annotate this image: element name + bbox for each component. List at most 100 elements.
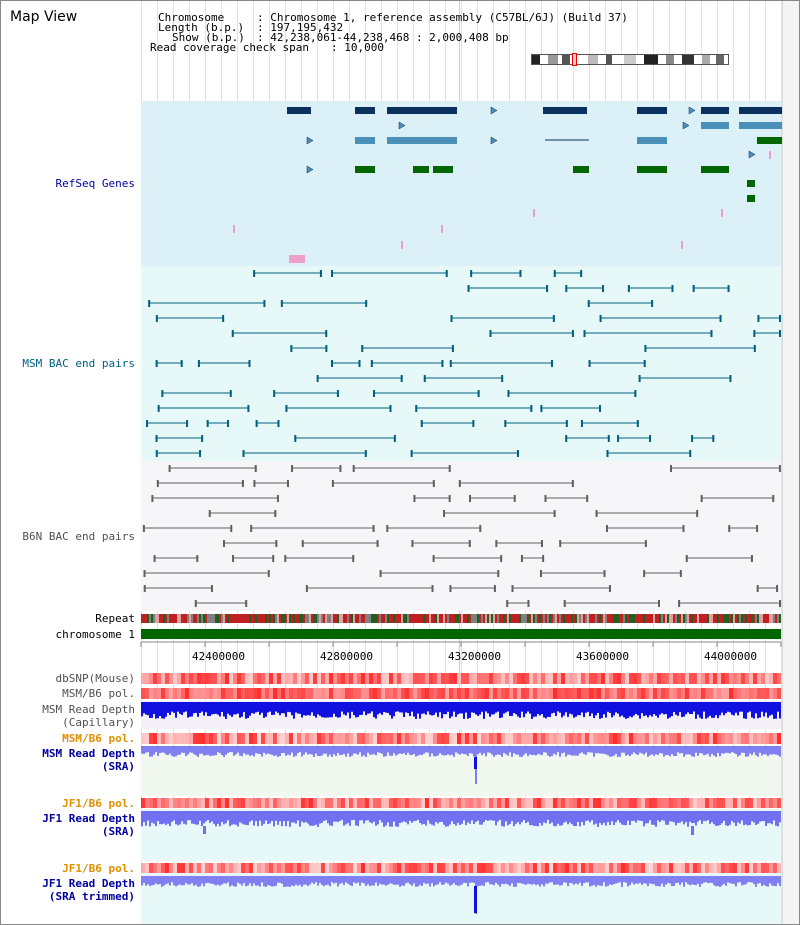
jf1-pol-2-density-cell <box>445 863 449 873</box>
jf1-pol-2-density-cell <box>721 863 725 873</box>
repeat-element <box>289 614 291 623</box>
jf1-trim-depth-bar <box>495 876 497 883</box>
jf1-pol-2-density-cell <box>617 863 621 873</box>
msm-capillary-depth-bar <box>471 702 473 713</box>
chromosome-ideogram[interactable] <box>531 54 729 65</box>
jf1-pol-density-cell <box>341 798 345 808</box>
msm-depth-sra-label-1[interactable]: MSM Read Depth <box>42 747 135 760</box>
msm-sra-depth-bar <box>777 746 779 756</box>
dbsnp-density-cell <box>645 673 649 684</box>
jf1-trim-depth-bar <box>711 876 713 883</box>
jf1-trim-depth-bar <box>149 876 151 887</box>
repeat-element <box>209 614 211 623</box>
jf1-pol-2-track-label[interactable]: JF1/B6 pol. <box>62 862 135 875</box>
repeat-element <box>419 614 421 623</box>
jf1-sra-depth-bar <box>159 811 161 825</box>
msm-bac-track-label[interactable]: MSM BAC end pairs <box>22 357 135 370</box>
jf1-trim-depth-bar <box>727 876 729 883</box>
repeat-element <box>475 614 477 623</box>
msm-sra-depth-bar <box>171 746 173 757</box>
jf1-trim-depth-bar <box>775 876 777 887</box>
jf1-pol-2-density-cell <box>301 863 305 873</box>
msm-pol-2-density-cell <box>529 733 533 744</box>
msm-sra-depth-bar <box>389 746 391 756</box>
msm-pol-density-cell <box>765 688 769 699</box>
msm-pol-2-density-cell <box>757 733 761 744</box>
jf1-pol-2-density-cell <box>153 863 157 873</box>
jf1-trim-depth-bar <box>461 876 463 885</box>
jf1-trim-depth-bar <box>595 876 597 887</box>
msm-capillary-depth-bar <box>509 702 511 716</box>
jf1-trim-depth-bar <box>519 876 521 884</box>
jf1-sra-depth-bar <box>175 811 177 825</box>
jf1-trim-depth-bar <box>251 876 253 887</box>
msm-bac-pair-end <box>587 300 590 307</box>
msm-capillary-depth-bar <box>309 702 311 716</box>
msm-capillary-depth-bar <box>185 702 187 712</box>
refseq-track-label[interactable]: RefSeq Genes <box>55 177 135 190</box>
msm-sra-depth-bar <box>397 746 399 755</box>
repeat-element <box>237 614 239 623</box>
msm-pol-2-track-label[interactable]: MSM/B6 pol. <box>62 732 135 745</box>
msm-pol-density-cell <box>385 688 389 699</box>
b6n-bac-pair-end <box>728 525 731 532</box>
msm-pol-density-cell <box>661 688 665 699</box>
msm-capillary-depth-bar <box>579 702 581 716</box>
msm-sra-depth-bar <box>227 746 229 753</box>
jf1-sra-depth-bar <box>209 811 211 823</box>
msm-depth-cap-label-1[interactable]: MSM Read Depth <box>42 703 135 716</box>
dbsnp-density-cell <box>169 673 173 684</box>
repeat-element <box>497 614 499 623</box>
msm-bac-pair-end <box>248 360 251 367</box>
jf1-pol-2-density-cell <box>521 863 525 873</box>
msm-pol-track-label[interactable]: MSM/B6 pol. <box>62 687 135 700</box>
msm-pol-2-density-cell <box>597 733 601 744</box>
msm-sra-depth-bar <box>691 746 693 757</box>
dbsnp-density-cell <box>685 673 689 684</box>
msm-bac-pair-end <box>229 390 232 397</box>
jf1-depth-label-1[interactable]: JF1 Read Depth <box>42 812 135 825</box>
msm-pol-density-cell <box>401 688 405 699</box>
jf1-pol-density-cell <box>141 798 145 808</box>
repeat-element <box>693 614 695 623</box>
jf1-pol-2-density-cell <box>197 863 201 873</box>
repeat-element <box>525 614 527 623</box>
repeat-element <box>667 614 669 623</box>
repeat-element <box>343 614 345 623</box>
jf1-sra-depth-bar <box>143 811 145 823</box>
jf1-pol-track-label[interactable]: JF1/B6 pol. <box>62 797 135 810</box>
msm-capillary-depth-bar <box>157 702 159 719</box>
repeat-element <box>381 614 383 623</box>
jf1-sra-depth-bar <box>523 811 525 820</box>
dbsnp-density-cell <box>709 673 713 684</box>
dbsnp-track-label[interactable]: dbSNP(Mouse) <box>55 672 135 685</box>
msm-pol-2-density-cell <box>689 733 693 744</box>
b6n-bac-pair-end <box>657 600 660 607</box>
refseq-mrna-mark <box>533 209 535 217</box>
repeat-element <box>517 614 519 623</box>
repeat-element <box>241 614 243 623</box>
vertical-scrollbar[interactable] <box>782 1 799 924</box>
b6n-bac-pair-end <box>756 585 759 592</box>
jf1-pol-2-density-cell <box>629 863 633 873</box>
jf1-pol-2-density-cell <box>709 863 713 873</box>
gene-strand-arrow <box>688 106 696 115</box>
repeat-element <box>711 614 713 623</box>
jf1-trim-depth-bar <box>229 876 231 887</box>
msm-capillary-depth-bar <box>741 702 743 712</box>
b6n-bac-track-label[interactable]: B6N BAC end pairs <box>22 530 135 543</box>
msm-sra-depth-bar <box>509 746 511 753</box>
jf1-pol-density-cell <box>261 798 265 808</box>
jf1-sra-depth-bar <box>233 811 235 825</box>
msm-capillary-depth-bar <box>243 702 245 713</box>
jf1-sra-depth-bar <box>363 811 365 824</box>
b6n-bac-pair-end <box>449 585 452 592</box>
jf1-trim-label-1[interactable]: JF1 Read Depth <box>42 877 135 890</box>
msm-sra-depth-bar <box>261 746 263 757</box>
msm-pol-density-cell <box>769 688 773 699</box>
jf1-trim-depth-bar <box>587 876 589 883</box>
jf1-pol-2-density-cell <box>701 863 705 873</box>
dbsnp-density-cell <box>533 673 537 684</box>
msm-capillary-depth-bar <box>763 702 765 717</box>
